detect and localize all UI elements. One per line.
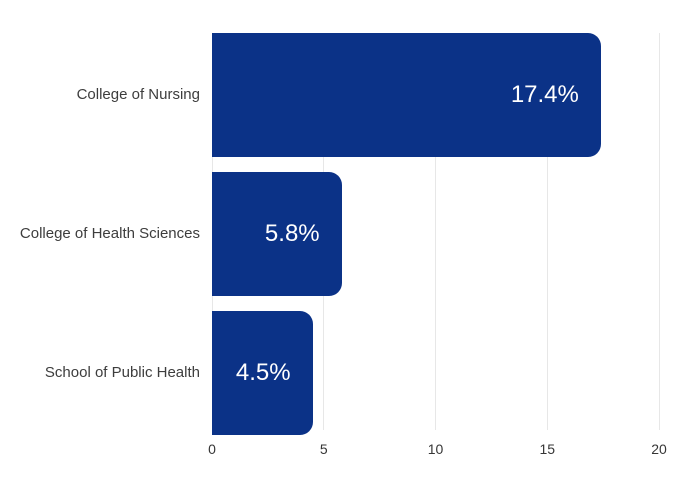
bar-row: College of Nursing 17.4% [0,33,684,157]
bar: 17.4% [212,33,601,157]
gridline-20 [658,33,660,430]
x-tick-label: 5 [319,441,328,457]
bar-row: College of Health Sciences 5.8% [0,172,684,296]
bar-track: 17.4% [212,33,684,157]
x-tick-label: 15 [539,441,556,457]
bar-value-label: 4.5% [235,359,291,386]
bar: 4.5% [212,311,313,435]
x-tick-label: 20 [651,441,667,457]
gridline-15 [546,33,548,430]
category-label: School of Public Health [44,363,200,381]
bar-track: 4.5% [212,311,684,435]
category-label: College of Health Sciences [19,224,200,242]
bar-row: School of Public Health 4.5% [0,311,684,435]
bar: 5.8% [212,172,342,296]
gridline-10 [435,33,436,430]
category-label: College of Nursing [76,85,200,103]
bar-rows: College of Nursing 17.4% College of Health… [0,33,684,435]
bar-value-label: 5.8% [264,220,320,247]
x-axis: 0 5 10 15 20 [208,441,667,461]
x-tick-label: 0 [208,441,216,457]
bar-track: 5.8% [212,172,684,296]
bar-value-label: 17.4% [510,81,579,108]
x-tick-label: 10 [427,441,444,457]
